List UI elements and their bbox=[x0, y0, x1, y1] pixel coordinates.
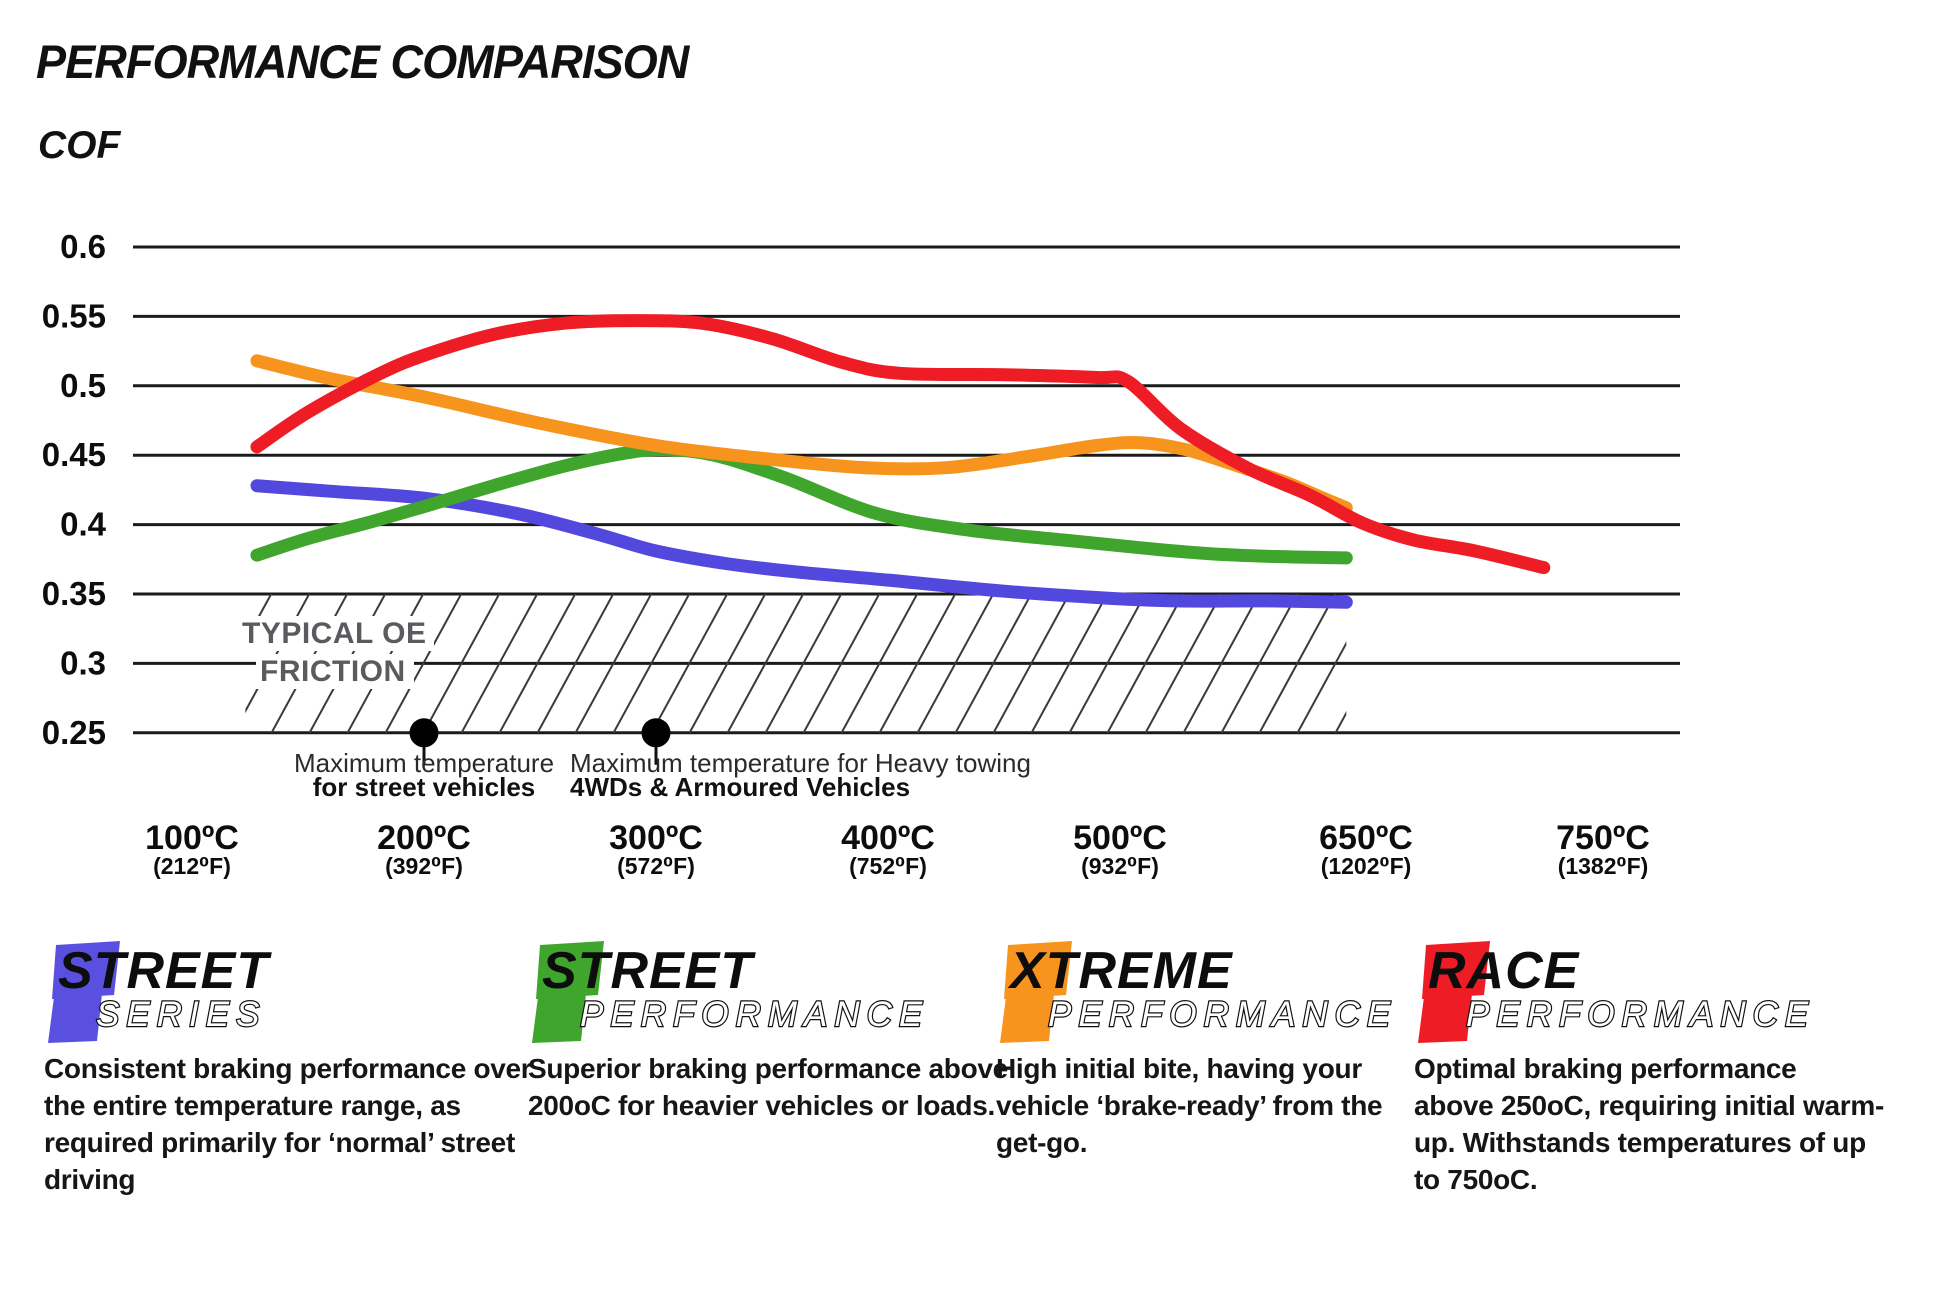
brand-description: Optimal braking performance above 250oC,… bbox=[1414, 1053, 1884, 1195]
x-tick-label-fahrenheit: (1202⁰F) bbox=[1321, 853, 1412, 879]
y-tick-label: 0.4 bbox=[60, 506, 107, 543]
street-series-logo: STREET SERIES bbox=[48, 941, 272, 1043]
brand-word2: SERIES bbox=[96, 995, 266, 1034]
x-tick-label-fahrenheit: (752⁰F) bbox=[849, 853, 927, 879]
y-tick-label: 0.3 bbox=[60, 644, 106, 681]
annotation-line1: Maximum temperature bbox=[293, 748, 555, 778]
brand-word2: PERFORMANCE bbox=[1466, 995, 1815, 1034]
x-tick-label-fahrenheit: (1382⁰F) bbox=[1558, 853, 1649, 879]
oe-friction-label-line1: TYPICAL OE bbox=[238, 616, 435, 651]
brand-word1: STREET bbox=[542, 942, 756, 1000]
x-tick-label-celsius: 100ºC bbox=[145, 819, 239, 857]
brand-xtreme-performance: XTREME PERFORMANCE High initial bite, ha… bbox=[996, 938, 1496, 1161]
brand-4-mark bbox=[48, 941, 120, 1043]
x-tick-label-celsius: 500ºC bbox=[1073, 819, 1167, 857]
y-tick-label: 0.6 bbox=[60, 228, 106, 265]
oe-friction-label-line2: FRICTION bbox=[256, 654, 414, 689]
max-temp-dot bbox=[409, 718, 439, 748]
brand-4-mark bbox=[532, 941, 604, 1043]
x-tick-label-celsius: 300ºC bbox=[609, 819, 703, 857]
brand-word1: STREET bbox=[58, 942, 272, 1000]
page-title: PERFORMANCE COMPARISON bbox=[36, 35, 689, 88]
brand-word2: PERFORMANCE bbox=[1048, 995, 1397, 1034]
y-tick-label: 0.45 bbox=[42, 436, 106, 473]
xtreme-performance-logo: XTREME PERFORMANCE bbox=[1000, 941, 1397, 1043]
x-tick-label-fahrenheit: (572⁰F) bbox=[617, 853, 695, 879]
annotation-line2: 4WDs & Armoured Vehicles bbox=[570, 772, 911, 802]
x-tick-label-fahrenheit: (932⁰F) bbox=[1081, 853, 1159, 879]
oe-friction-label: TYPICAL OE FRICTION bbox=[238, 615, 435, 691]
y-axis-title: COF bbox=[38, 124, 121, 167]
brand-word1: XTREME bbox=[1007, 942, 1233, 1000]
brand-4-mark bbox=[1418, 941, 1490, 1043]
y-tick-label: 0.55 bbox=[42, 297, 106, 334]
brand-description: Consistent braking performance over the … bbox=[44, 1053, 532, 1195]
x-tick-label-celsius: 650ºC bbox=[1319, 819, 1413, 857]
race-performance-logo: RACE PERFORMANCE bbox=[1418, 941, 1815, 1043]
brand-word1: RACE bbox=[1428, 942, 1580, 1000]
x-tick-label-fahrenheit: (392⁰F) bbox=[385, 853, 463, 879]
oe-friction-hatch bbox=[245, 594, 1347, 733]
series-line-street-performance bbox=[250, 443, 1353, 565]
y-tick-label: 0.35 bbox=[42, 575, 106, 612]
brand-description: Superior braking performance above 200oC… bbox=[528, 1053, 1008, 1121]
brand-description: High initial bite, having your vehicle ‘… bbox=[996, 1053, 1383, 1158]
x-tick-label-fahrenheit: (212⁰F) bbox=[153, 853, 231, 879]
y-tick-label: 0.25 bbox=[42, 714, 106, 751]
y-tick-label: 0.5 bbox=[60, 367, 106, 404]
brand-street-series: STREET SERIES Consistent braking perform… bbox=[44, 938, 544, 1198]
x-tick-label-celsius: 400ºC bbox=[841, 819, 935, 857]
max-temp-dot bbox=[641, 718, 671, 748]
street-performance-logo: STREET PERFORMANCE bbox=[532, 941, 929, 1043]
x-tick-label-celsius: 750ºC bbox=[1556, 819, 1650, 857]
annotation-towing-max-temp: Maximum temperature for Heavy towing 4WD… bbox=[570, 748, 1031, 802]
annotation-street-max-temp: Maximum temperature for street vehicles bbox=[293, 748, 555, 802]
series-line-race-performance bbox=[250, 314, 1551, 575]
x-tick-label-celsius: 200ºC bbox=[377, 819, 471, 857]
brand-word2: PERFORMANCE bbox=[580, 995, 929, 1034]
brand-street-performance: STREET PERFORMANCE Superior braking perf… bbox=[528, 938, 1028, 1124]
annotation-line2: for street vehicles bbox=[312, 772, 536, 802]
brand-4-mark bbox=[1000, 941, 1072, 1043]
brand-race-performance: RACE PERFORMANCE Optimal braking perform… bbox=[1414, 938, 1914, 1198]
annotation-line1: Maximum temperature for Heavy towing bbox=[570, 748, 1031, 778]
